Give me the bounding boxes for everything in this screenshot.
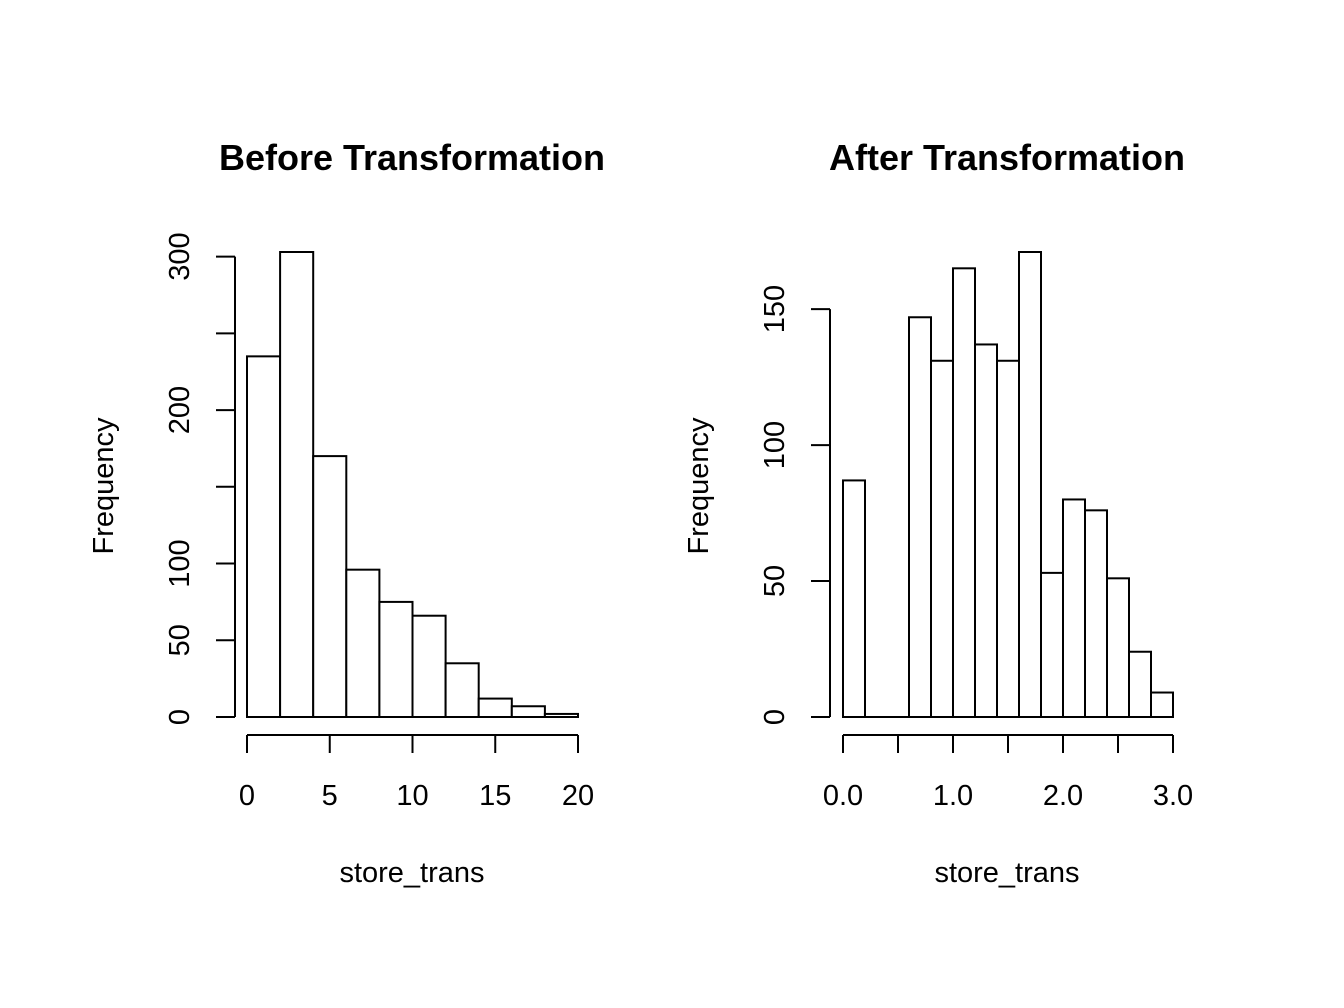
- y-tick-label: 50: [164, 624, 196, 656]
- x-tick-label: 15: [479, 780, 511, 812]
- bar-12: [1106, 577, 1130, 718]
- y-tick-label: 0: [164, 709, 196, 725]
- bar-0: [246, 355, 282, 718]
- bar-8: [510, 705, 546, 719]
- bar-11: [1084, 509, 1108, 719]
- x-axis-label-before: store_trans: [339, 857, 484, 889]
- x-tick-label: 2.0: [1043, 780, 1083, 812]
- histogram-after: After Transformation store_trans Frequen…: [683, 137, 1193, 889]
- bar-2: [312, 455, 348, 718]
- bar-7: [477, 697, 513, 719]
- bar-9: [543, 712, 580, 718]
- x-tick-label: 10: [396, 780, 428, 812]
- y-axis-label-before: Frequency: [88, 417, 120, 555]
- y-axis-label-after: Frequency: [683, 417, 715, 555]
- y-tick-label: 150: [759, 285, 791, 333]
- chart-title-after: After Transformation: [829, 137, 1185, 178]
- x-tick-label: 20: [562, 780, 594, 812]
- bar-4: [930, 359, 954, 718]
- bar-13: [1128, 650, 1152, 718]
- x-tick-label: 1.0: [933, 780, 973, 812]
- bar-1: [279, 251, 315, 718]
- bar-3: [908, 316, 932, 718]
- bar-6: [974, 343, 998, 718]
- bar-5: [952, 267, 976, 718]
- bar-6: [444, 662, 480, 718]
- y-axis-after: 0 50 100 150: [759, 285, 831, 725]
- x-tick-label: 5: [322, 780, 338, 812]
- x-tick-label: 3.0: [1153, 780, 1193, 812]
- y-tick-label: 0: [759, 709, 791, 725]
- bar-8: [1018, 251, 1042, 718]
- y-tick-label: 300: [164, 232, 196, 280]
- bars-before: [246, 251, 580, 719]
- bar-9: [1040, 571, 1064, 718]
- bar-0: [842, 479, 866, 718]
- chart-title-before: Before Transformation: [219, 137, 605, 178]
- bar-14: [1150, 691, 1174, 718]
- bar-7: [996, 359, 1020, 718]
- x-axis-label-after: store_trans: [934, 857, 1079, 889]
- histogram-before: Before Transformation store_trans Freque…: [88, 137, 605, 889]
- x-tick-label: 0.0: [823, 780, 863, 812]
- x-tick-label: 0: [239, 780, 255, 812]
- y-tick-label: 100: [759, 421, 791, 469]
- y-tick-label: 200: [164, 386, 196, 434]
- bar-4: [378, 600, 414, 719]
- y-tick-label: 50: [759, 565, 791, 597]
- bar-5: [411, 614, 447, 719]
- y-tick-label: 100: [164, 539, 196, 587]
- bar-10: [1062, 498, 1086, 718]
- bar-3: [345, 568, 381, 719]
- x-axis-after: 0.0 1.0 2.0 3.0: [823, 734, 1193, 812]
- y-axis-before: 0 50 100 200 300: [164, 232, 236, 725]
- bars-after: [842, 251, 1174, 719]
- x-axis-before: 0 5 10 15 20: [239, 734, 594, 812]
